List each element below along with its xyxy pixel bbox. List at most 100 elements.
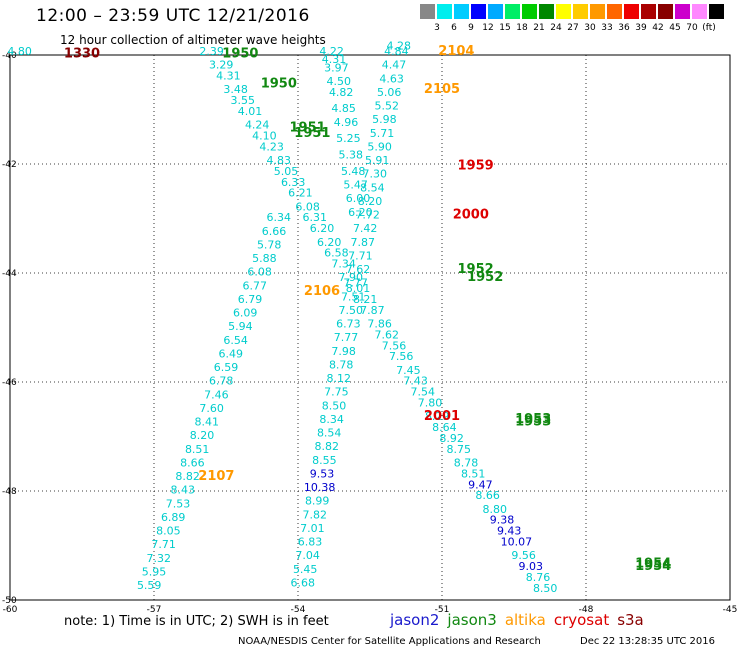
color-scale-label: 9 [468, 23, 474, 33]
wave-height-label: 5.71 [370, 127, 395, 140]
timestamp: Dec 22 13:28:35 UTC 2016 [580, 636, 715, 647]
time-label: 2000 [453, 208, 489, 223]
wave-height-label: 8.41 [195, 416, 220, 429]
wave-height-label: 8.50 [322, 399, 347, 412]
wave-height-label: 7.71 [151, 538, 176, 551]
wave-height-label: 3.55 [231, 94, 256, 107]
wave-height-label: 7.87 [360, 304, 385, 317]
wave-height-label: 5.91 [365, 154, 390, 167]
time-label: 2104 [438, 44, 474, 59]
legend-item-s3a: s3a [617, 611, 644, 629]
color-scale-swatch [658, 4, 673, 19]
chart-title: 12:00 – 23:59 UTC 12/21/2016 [36, 6, 310, 26]
wave-height-label: 7.77 [343, 277, 368, 290]
wave-height-label: 7.32 [147, 552, 172, 565]
color-scale-swatch [420, 4, 435, 19]
wave-height-label: 5.98 [372, 113, 397, 126]
wave-height-label: 6.73 [336, 318, 361, 331]
wave-height-label: 8.05 [156, 525, 181, 538]
wave-height-label: 8.54 [317, 427, 342, 440]
wave-height-label: 6.77 [243, 279, 268, 292]
color-scale-label: 24 [550, 23, 562, 33]
wave-height-label: 5.95 [142, 565, 167, 578]
wave-height-label: 8.92 [439, 432, 464, 445]
wave-height-label: 4.96 [334, 116, 359, 129]
wave-height-label: 4.28 [387, 40, 412, 53]
wave-height-label: 7.34 [331, 258, 356, 271]
wave-height-label: 3.48 [223, 83, 248, 96]
time-label: 1951 [294, 126, 330, 141]
wave-height-label: 4.10 [252, 129, 277, 142]
color-scale-swatch [522, 4, 537, 19]
wave-height-label: 3.29 [209, 59, 234, 72]
legend-item-jason2: jason2 [390, 611, 440, 629]
wave-height-label: 8.78 [454, 456, 479, 469]
color-scale-label: 33 [601, 23, 613, 33]
color-scale-swatch [709, 4, 724, 19]
y-tick-label: -50 [2, 596, 17, 606]
y-tick-label: -40 [2, 51, 17, 61]
time-label: 1951 [290, 120, 326, 135]
wave-height-label: 7.75 [324, 386, 349, 399]
wave-height-label: 3.97 [324, 61, 349, 74]
color-scale-swatch [471, 4, 486, 19]
color-scale-label: 18 [516, 23, 528, 33]
color-scale-label: 3 [434, 23, 440, 33]
wave-height-label: 6.33 [281, 176, 306, 189]
wave-height-label: 10.07 [501, 536, 533, 549]
wave-height-label: 8.51 [461, 467, 486, 480]
wave-height-label: 9.47 [468, 478, 493, 491]
time-label: 2106 [304, 284, 340, 299]
wave-height-label: 8.51 [185, 443, 210, 456]
wave-height-label: 8.66 [475, 489, 500, 502]
wave-height-label: 8.80 [483, 503, 508, 516]
x-tick-label: -48 [579, 605, 594, 615]
wave-height-label: 7.98 [331, 345, 356, 358]
wave-height-label: 6.20 [317, 236, 342, 249]
wave-height-label: 4.22 [319, 45, 344, 58]
x-tick-label: -45 [723, 605, 738, 615]
time-label: 1954 [635, 556, 671, 571]
plot-frame [9, 54, 731, 601]
wave-height-label: 7.53 [166, 497, 191, 510]
wave-height-label: 9.56 [511, 549, 536, 562]
wave-height-label: 5.06 [377, 86, 402, 99]
wave-height-label: 8.34 [319, 413, 344, 426]
y-tick-label: -42 [2, 160, 17, 170]
x-tick-label: -54 [291, 605, 306, 615]
time-label: 2001 [424, 409, 460, 424]
wave-height-label: 6.89 [161, 511, 186, 524]
wave-height-label: 8.21 [353, 293, 378, 306]
wave-height-label: 7.50 [339, 304, 364, 317]
wave-height-label: 8.75 [447, 443, 472, 456]
wave-height-label: 8.29 [425, 410, 450, 423]
legend-item-altika: altika [504, 611, 546, 629]
color-scale-label: 45 [669, 23, 681, 33]
wave-height-label: 5.38 [339, 149, 364, 162]
wave-height-label: 4.31 [322, 53, 347, 66]
y-tick-label: -48 [2, 487, 17, 497]
color-scale-swatch [505, 4, 520, 19]
wave-height-label: 4.63 [379, 72, 404, 85]
color-scale-swatch [454, 4, 469, 19]
wave-height-label: 8.82 [175, 470, 200, 483]
wave-height-label: 8.12 [327, 372, 352, 385]
time-label: 1954 [635, 559, 671, 574]
wave-height-label: 6.08 [247, 266, 272, 279]
wave-height-label: 6.59 [214, 361, 239, 374]
wave-height-label: 7.45 [396, 364, 421, 377]
wave-height-label: 5.48 [341, 165, 366, 178]
color-scale-swatch [607, 4, 622, 19]
color-scale-swatch [692, 4, 707, 19]
time-label: 2105 [424, 82, 460, 97]
wave-height-label: 7.62 [375, 328, 400, 341]
wave-height-label: 8.20 [358, 195, 383, 208]
color-scale-swatch [488, 4, 503, 19]
wave-height-label: 8.01 [346, 282, 371, 295]
wave-height-label: 7.56 [382, 339, 407, 352]
wave-height-label: 5.45 [293, 563, 318, 576]
credit-line: NOAA/NESDIS Center for Satellite Applica… [238, 636, 541, 647]
wave-height-label: 7.86 [367, 318, 392, 331]
wave-height-label: 6.68 [291, 576, 316, 589]
